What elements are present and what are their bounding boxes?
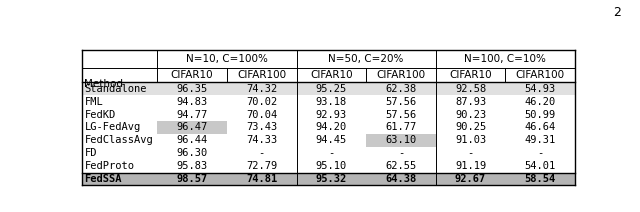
Text: 46.64: 46.64: [525, 123, 556, 132]
Text: CIFAR100: CIFAR100: [376, 70, 426, 80]
Text: 98.57: 98.57: [177, 174, 208, 184]
Text: CIFAR100: CIFAR100: [237, 70, 286, 80]
Text: 92.58: 92.58: [455, 84, 486, 94]
Text: Standalone: Standalone: [84, 84, 147, 94]
Text: 64.38: 64.38: [385, 174, 417, 184]
Text: N=10, C=100%: N=10, C=100%: [186, 54, 268, 64]
Text: 91.19: 91.19: [455, 161, 486, 171]
Text: 74.81: 74.81: [246, 174, 277, 184]
Text: LG-FedAvg: LG-FedAvg: [84, 123, 141, 132]
Bar: [83, 160, 575, 173]
Text: 49.31: 49.31: [525, 135, 556, 145]
Text: 94.77: 94.77: [177, 110, 208, 120]
Text: 94.83: 94.83: [177, 97, 208, 107]
Text: 90.23: 90.23: [455, 110, 486, 120]
Text: 2: 2: [613, 6, 621, 19]
Text: 95.83: 95.83: [177, 161, 208, 171]
Text: FedKD: FedKD: [84, 110, 116, 120]
Text: 95.32: 95.32: [316, 174, 347, 184]
Text: CIFAR10: CIFAR10: [171, 70, 214, 80]
Text: FedSSA: FedSSA: [84, 174, 122, 184]
Bar: [83, 121, 575, 134]
Text: 72.79: 72.79: [246, 161, 277, 171]
Text: 96.47: 96.47: [177, 123, 208, 132]
Text: 95.10: 95.10: [316, 161, 347, 171]
Text: 96.35: 96.35: [177, 84, 208, 94]
Text: 73.43: 73.43: [246, 123, 277, 132]
Text: 54.01: 54.01: [525, 161, 556, 171]
Text: 70.04: 70.04: [246, 110, 277, 120]
Bar: [83, 147, 575, 160]
Text: 62.38: 62.38: [385, 84, 417, 94]
Text: CIFAR10: CIFAR10: [449, 70, 492, 80]
Text: 61.77: 61.77: [385, 123, 417, 132]
Text: 96.44: 96.44: [177, 135, 208, 145]
Text: -: -: [537, 148, 543, 158]
Text: 63.10: 63.10: [385, 135, 417, 145]
Text: Method: Method: [84, 79, 124, 89]
Text: 92.93: 92.93: [316, 110, 347, 120]
Text: N=100, C=10%: N=100, C=10%: [465, 54, 547, 64]
Text: 94.20: 94.20: [316, 123, 347, 132]
Text: 58.54: 58.54: [525, 174, 556, 184]
Text: FedClassAvg: FedClassAvg: [84, 135, 153, 145]
Text: 54.93: 54.93: [525, 84, 556, 94]
Text: 62.55: 62.55: [385, 161, 417, 171]
Text: 50.99: 50.99: [525, 110, 556, 120]
Text: -: -: [259, 148, 265, 158]
Text: 74.33: 74.33: [246, 135, 277, 145]
Text: 57.56: 57.56: [385, 97, 417, 107]
Text: -: -: [467, 148, 474, 158]
Bar: [157, 121, 227, 134]
Text: CIFAR100: CIFAR100: [516, 70, 564, 80]
Bar: [83, 50, 575, 68]
Bar: [83, 134, 575, 147]
Bar: [366, 134, 436, 147]
Text: FD: FD: [84, 148, 97, 158]
Text: 91.03: 91.03: [455, 135, 486, 145]
Bar: [83, 173, 575, 186]
Bar: [83, 95, 575, 108]
Text: 93.18: 93.18: [316, 97, 347, 107]
Bar: [83, 82, 575, 95]
Bar: [83, 108, 575, 121]
Text: 46.20: 46.20: [525, 97, 556, 107]
Text: 87.93: 87.93: [455, 97, 486, 107]
Text: 74.32: 74.32: [246, 84, 277, 94]
Text: 92.67: 92.67: [455, 174, 486, 184]
Text: 94.45: 94.45: [316, 135, 347, 145]
Bar: [83, 68, 575, 82]
Text: 96.30: 96.30: [177, 148, 208, 158]
Text: N=50, C=20%: N=50, C=20%: [328, 54, 404, 64]
Text: CIFAR10: CIFAR10: [310, 70, 353, 80]
Text: 90.25: 90.25: [455, 123, 486, 132]
Text: -: -: [328, 148, 335, 158]
Text: 57.56: 57.56: [385, 110, 417, 120]
Text: -: -: [398, 148, 404, 158]
Text: FedProto: FedProto: [84, 161, 134, 171]
Text: 70.02: 70.02: [246, 97, 277, 107]
Text: FML: FML: [84, 97, 103, 107]
Text: 95.25: 95.25: [316, 84, 347, 94]
